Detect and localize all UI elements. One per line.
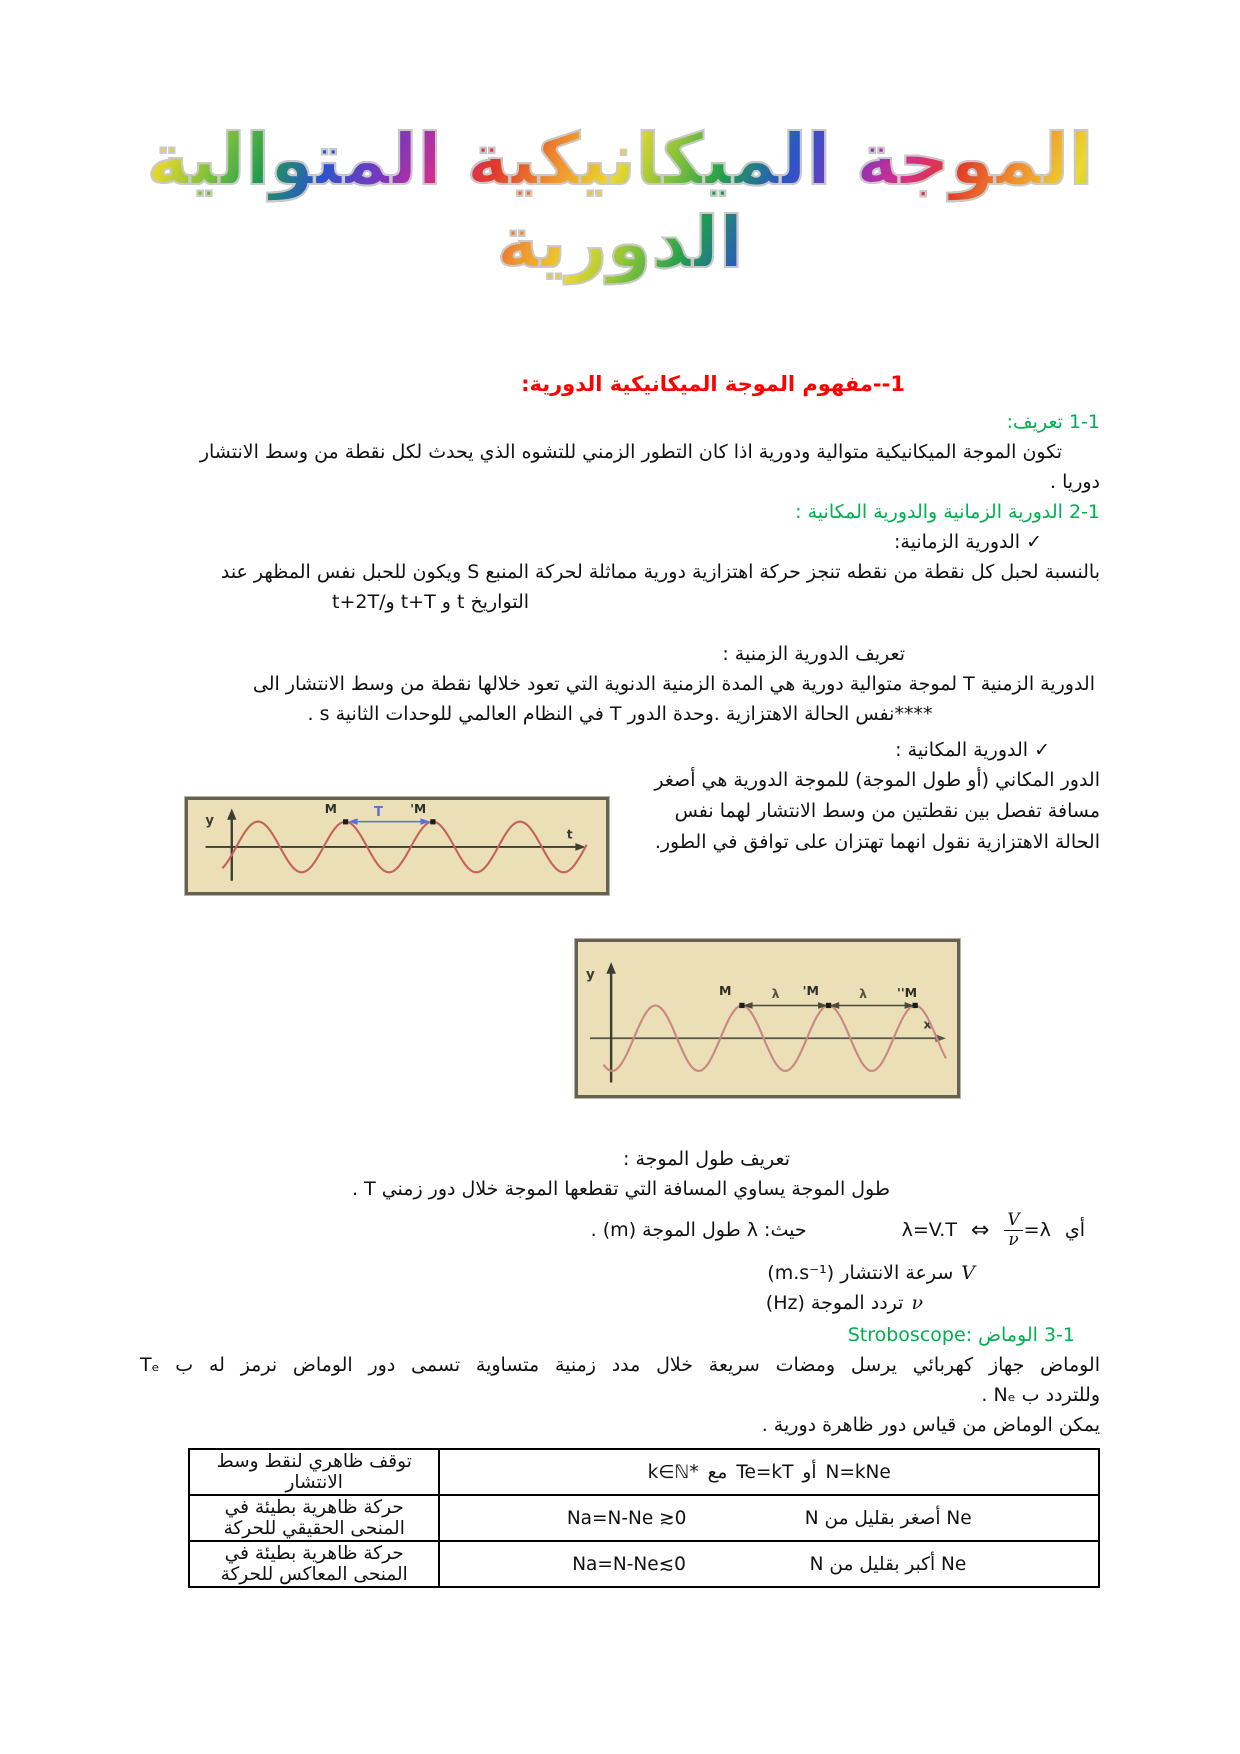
- condition-formula-2: Na=N-Ne ≳0: [566, 1507, 687, 1529]
- point-M-double-prime-label: M'': [897, 985, 917, 1000]
- frequency-line: ν تردد الموجة (Hz): [140, 1288, 923, 1318]
- rope-line-2: التواريخ t و t+T و/t+2T: [332, 591, 530, 613]
- figure-wavelength: x y λ λ M M' M'': [575, 939, 960, 1102]
- formula-lambda-vt: λ=V.T: [901, 1219, 957, 1241]
- definition-line-1: تكون الموجة الميكانيكية متوالية ودورية ا…: [199, 441, 1062, 463]
- subheading-periodicity: 2-1 الدورية الزمانية والدورية المكانية :: [795, 501, 1100, 523]
- temporal-def-line-1: الدورية الزمنية T لموجة متوالية دورية هي…: [252, 673, 1095, 695]
- t-axis-label: t: [567, 827, 573, 841]
- wave-period-diagram: t y T M M': [185, 797, 609, 895]
- condition-formula-3: Na=N-Ne≲0: [572, 1553, 686, 1575]
- stroboscope-table: N=kNe أو Te=kT مع k∈ℕ* توقف ظاهري لنقط و…: [187, 1448, 1100, 1588]
- y-axis-label: y: [205, 813, 214, 828]
- condition-cell-2: Ne أصغر بقليل من N Na=N-Ne ≳0: [438, 1494, 1100, 1542]
- fraction-denominator: ν: [1004, 1229, 1023, 1249]
- period-arrow-left-icon: [348, 818, 358, 825]
- figure-and-text-row: ✓ الدورية المكانية : الدور المكاني (أو ط…: [140, 735, 1100, 899]
- speed-symbol: V: [961, 1262, 975, 1284]
- x-axis-arrow-icon: [575, 843, 586, 851]
- or-word: أو: [802, 1461, 817, 1483]
- wave-curve: [221, 820, 588, 874]
- point-M-marker: [343, 819, 349, 825]
- document-title: الموجة الميكانيكية المتوالية الدورية: [55, 117, 1185, 285]
- point-M-prime-marker: [430, 819, 436, 825]
- condition-arabic-3: Ne أكبر بقليل من N: [809, 1553, 967, 1575]
- wavelength-formula-row: أي λ= V ν ⇔ λ=V.T حيث: λ طول الموجة (m) …: [140, 1206, 1085, 1254]
- wavelength-def-title: تعريف طول الموجة :: [623, 1148, 790, 1170]
- with-word: مع: [707, 1461, 728, 1483]
- bullet-spatial-periodicity: ✓ الدورية المكانية :: [895, 739, 1050, 761]
- lambda-arrow-2-left-icon: [829, 1002, 840, 1009]
- bullet-temporal-periodicity: ✓ الدورية الزمانية:: [894, 531, 1042, 553]
- result-cell-1: توقف ظاهري لنقط وسط الانتشار: [187, 1448, 441, 1496]
- subheading-stroboscope: 3-1 الوماض :Stroboscope: [847, 1324, 1075, 1346]
- formula-fraction: V ν: [1003, 1209, 1023, 1249]
- frequency-symbol: ν: [911, 1292, 923, 1314]
- point-M-label: M: [719, 983, 731, 998]
- formula-lambda-equals: λ=: [1023, 1219, 1051, 1241]
- stroboscope-line-1: الوماض جهاز كهربائي يرسل ومضات سريعة خلا…: [140, 1354, 1100, 1376]
- table-row: Ne أكبر بقليل من N Na=N-Ne≲0 حركة ظاهرية…: [187, 1540, 1100, 1588]
- point-M-double-prime-marker: [912, 1002, 918, 1009]
- frequency-text: تردد الموجة (Hz): [765, 1292, 904, 1314]
- point-M-marker: [739, 1002, 745, 1009]
- subheading-definition: 1-1 تعريف:: [1006, 411, 1100, 433]
- formula-te-kt: Te=kT: [736, 1461, 794, 1483]
- wave-wavelength-diagram: x y λ λ M M' M'': [575, 939, 960, 1098]
- spatial-periodicity-paragraph: الدور المكاني (أو طول الموجة) للموجة الد…: [654, 769, 1100, 853]
- wavelength-def-paragraph: طول الموجة يساوي المسافة التي تقطعها الم…: [351, 1178, 890, 1200]
- lambda-arrow-1-left-icon: [742, 1002, 753, 1009]
- table-row: N=kNe أو Te=kT مع k∈ℕ* توقف ظاهري لنقط و…: [187, 1448, 1100, 1496]
- formula-n-kne: N=kNe: [825, 1461, 891, 1483]
- point-M-prime-label: M': [803, 983, 819, 998]
- lambda-label-1: λ: [772, 986, 780, 1001]
- result-cell-3: حركة ظاهرية بطيئة في المنحى المعاكس للحر…: [187, 1540, 441, 1588]
- condition-cell-1: N=kNe أو Te=kT مع k∈ℕ*: [438, 1448, 1100, 1496]
- lambda-arrow-1-right-icon: [818, 1002, 828, 1009]
- iff-symbol: ⇔: [970, 1217, 990, 1243]
- section-heading-concept: 1--مفهوم الموجة الميكانيكية الدورية:: [521, 372, 905, 396]
- y-axis-arrow-icon: [606, 962, 616, 974]
- formula-k-in-n: k∈ℕ*: [647, 1461, 699, 1483]
- formula-ay: أي: [1064, 1219, 1085, 1241]
- y-axis-label: y: [586, 967, 595, 983]
- period-label: T: [374, 805, 383, 820]
- condition-arabic-2: Ne أصغر بقليل من N: [804, 1507, 972, 1529]
- point-M-prime-marker: [825, 1002, 832, 1009]
- document-content: 1--مفهوم الموجة الميكانيكية الدورية: 1-1…: [140, 370, 1100, 1588]
- figure-temporal-period: t y T M M': [185, 797, 609, 899]
- x-axis-label: x: [923, 1017, 931, 1032]
- formula-where: حيث: λ طول الموجة (m) .: [590, 1219, 807, 1241]
- temporal-def-title: تعريف الدورية الزمنية :: [722, 643, 905, 665]
- table-row: Ne أصغر بقليل من N Na=N-Ne ≳0 حركة ظاهري…: [187, 1494, 1100, 1542]
- y-axis-arrow-icon: [227, 808, 237, 820]
- speed-line: V سرعة الانتشار (m.s⁻¹): [140, 1258, 975, 1288]
- stroboscope-line-2: وللتردد ب Nₑ .: [981, 1384, 1100, 1406]
- stroboscope-line-3: يمكن الوماض من قياس دور ظاهرة دورية .: [761, 1414, 1100, 1436]
- lambda-label-2: λ: [859, 986, 867, 1001]
- period-arrow-right-icon: [420, 818, 430, 825]
- speed-text: سرعة الانتشار (m.s⁻¹): [767, 1262, 954, 1284]
- point-M-prime-label: M': [410, 802, 426, 816]
- condition-cell-3: Ne أكبر بقليل من N Na=N-Ne≲0: [438, 1540, 1100, 1588]
- rope-line-1: بالنسبة لحبل كل نقطة من نقطه تنجز حركة ا…: [220, 561, 1100, 583]
- fraction-numerator: V: [1007, 1209, 1020, 1230]
- definition-line-2: دوريا .: [1050, 471, 1100, 493]
- lambda-arrow-2-right-icon: [904, 1002, 915, 1009]
- point-M-label: M: [325, 802, 337, 816]
- spatial-periodicity-column: ✓ الدورية المكانية : الدور المكاني (أو ط…: [628, 735, 1100, 858]
- result-cell-2: حركة ظاهرية بطيئة في المنحى الحقيقي للحر…: [187, 1494, 441, 1542]
- wave-curve: [602, 1004, 947, 1072]
- temporal-def-line-2: ****نفس الحالة الاهتزازية .وحدة الدور T …: [307, 703, 933, 725]
